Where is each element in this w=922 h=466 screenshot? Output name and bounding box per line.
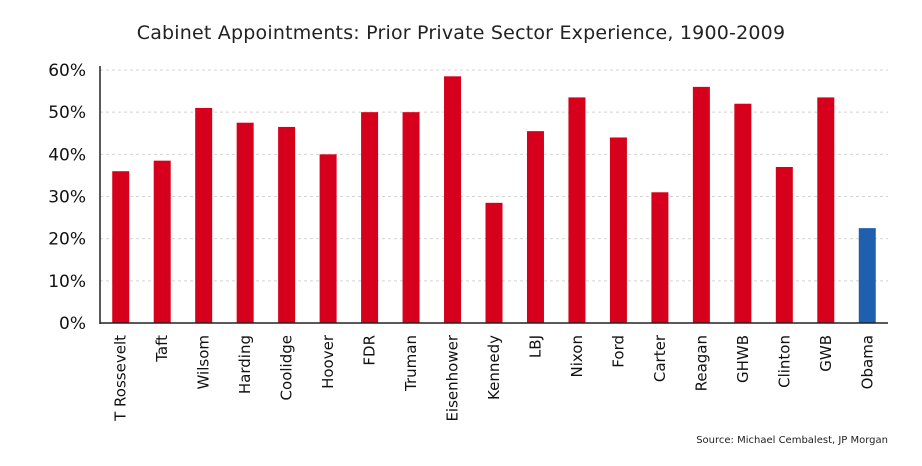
- bar: [485, 202, 503, 323]
- x-tick-label: Kennedy: [485, 335, 503, 400]
- x-tick-label: Clinton: [775, 335, 793, 388]
- y-tick-label: 20%: [48, 230, 86, 250]
- x-tick-label: Obama: [858, 335, 876, 389]
- x-tick-label: Harding: [236, 335, 254, 394]
- x-tick-label: FDR: [361, 335, 379, 366]
- bar: [402, 112, 420, 324]
- x-axis-ticks: T Rossevelt Taft Wilsom Harding Coolidge Hoov…: [112, 334, 877, 422]
- bar: [319, 154, 337, 323]
- y-tick-label: 40%: [48, 145, 86, 165]
- bar: [775, 166, 793, 323]
- bar: [444, 76, 462, 323]
- bar: [526, 131, 544, 323]
- source-note: Source: Michael Cembalest, JP Morgan: [696, 435, 888, 446]
- x-tick-label: GHWB: [734, 335, 752, 383]
- x-tick-label: Truman: [402, 335, 420, 392]
- y-tick-label: 60%: [48, 61, 86, 81]
- y-tick-label: 0%: [59, 314, 86, 334]
- x-tick-label: Taft: [153, 335, 171, 363]
- y-tick-label: 30%: [48, 188, 86, 208]
- bar: [858, 228, 876, 323]
- y-tick-label: 50%: [48, 103, 86, 123]
- axes: [99, 66, 888, 324]
- bar: [692, 86, 710, 323]
- x-tick-label: Reagan: [692, 335, 710, 391]
- bar: [112, 171, 130, 323]
- bars: [112, 76, 876, 324]
- x-tick-label: Coolidge: [278, 335, 296, 400]
- bar: [361, 112, 379, 324]
- y-tick-label: 10%: [48, 272, 86, 292]
- x-tick-label: Wilsom: [195, 335, 213, 389]
- x-tick-label: GWB: [817, 335, 835, 372]
- bar: [278, 126, 296, 323]
- bar: [153, 160, 171, 323]
- x-tick-label: LBJ: [526, 335, 544, 358]
- bar: [195, 107, 213, 323]
- x-tick-label: Nixon: [568, 335, 586, 378]
- chart-title: Cabinet Appointments: Prior Private Sect…: [136, 22, 786, 44]
- gridlines: [100, 69, 888, 282]
- bar: [817, 97, 835, 324]
- bar: [609, 137, 627, 323]
- x-tick-label: Ford: [609, 335, 627, 368]
- bar: [734, 103, 752, 323]
- y-axis-ticks: 0% 10% 20% 30% 40% 50% 60%: [48, 61, 86, 334]
- x-tick-label: Hoover: [319, 334, 337, 389]
- bar: [651, 192, 669, 323]
- x-tick-label: Eisenhower: [444, 334, 462, 421]
- x-tick-label: Carter: [651, 334, 669, 382]
- bar: [236, 122, 254, 323]
- bar: [568, 97, 586, 324]
- x-tick-label: T Rossevelt: [112, 335, 130, 422]
